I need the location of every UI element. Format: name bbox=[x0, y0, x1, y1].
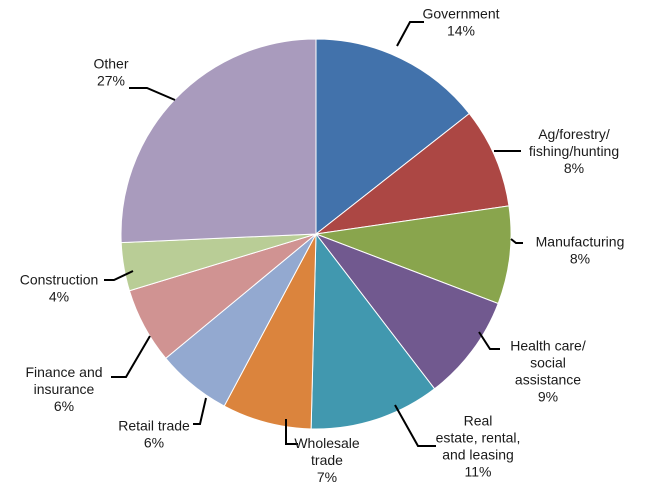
slice-value-label: 8% bbox=[564, 160, 584, 176]
pie-slice-9 bbox=[120, 38, 317, 244]
leader-line-2 bbox=[510, 238, 523, 244]
leader-line-0 bbox=[396, 21, 424, 47]
slice-label-6: Retail trade 6% bbox=[118, 418, 190, 451]
slice-value-label: 27% bbox=[97, 73, 125, 89]
slice-label-4: Real estate, rental, and leasing 11% bbox=[436, 413, 521, 480]
slice-category-label: fishing/hunting bbox=[529, 143, 619, 159]
slice-label-7: Finance and insurance 6% bbox=[25, 364, 102, 414]
slice-value-label: 4% bbox=[49, 289, 69, 305]
slice-label-8: Construction 4% bbox=[20, 272, 99, 305]
slice-value-label: 14% bbox=[447, 23, 475, 39]
slice-category-label: estate, rental, bbox=[436, 430, 521, 446]
slice-category-label: Health care/ bbox=[510, 338, 586, 354]
leader-lines bbox=[104, 21, 523, 447]
slice-label-9: Other 27% bbox=[93, 56, 128, 89]
slice-label-5: Wholesale trade 7% bbox=[294, 435, 360, 485]
pie-slice-2 bbox=[314, 205, 512, 305]
slice-category-label: Other bbox=[93, 56, 128, 72]
slice-value-label: 11% bbox=[465, 464, 492, 480]
leader-line-4 bbox=[394, 404, 436, 447]
slice-category-label: social bbox=[530, 355, 566, 371]
pie-slice-0 bbox=[315, 38, 471, 236]
slice-value-label: 9% bbox=[538, 389, 558, 405]
slice-category-label: assistance bbox=[515, 372, 581, 388]
slice-label-3: Health care/social assistance 9% bbox=[510, 338, 586, 405]
leader-line-7 bbox=[111, 335, 151, 378]
slice-label-1: Ag/forestry/fishing/hunting 8% bbox=[529, 126, 619, 176]
pie-slice-4 bbox=[310, 232, 436, 430]
slice-category-label: Government bbox=[422, 6, 499, 22]
slice-category-label: insurance bbox=[34, 381, 95, 397]
slice-category-label: trade bbox=[311, 452, 343, 468]
slice-value-label: 8% bbox=[570, 251, 590, 267]
leader-line-6 bbox=[193, 397, 207, 425]
pie-slices bbox=[120, 38, 512, 430]
pie-slice-3 bbox=[314, 232, 499, 390]
slice-category-label: Finance and bbox=[25, 364, 102, 380]
slice-category-label: Ag/forestry/ bbox=[538, 126, 610, 142]
slice-category-label: Wholesale bbox=[294, 435, 360, 451]
leader-line-8 bbox=[104, 270, 134, 281]
slice-category-label: Real bbox=[464, 413, 493, 429]
leader-line-5 bbox=[285, 419, 298, 445]
slice-labels: Government 14% Ag/forestry/fishing/hunting… bbox=[20, 6, 625, 486]
pie-slice-1 bbox=[314, 112, 510, 235]
slice-category-label: Retail trade bbox=[118, 418, 190, 434]
slice-label-0: Government 14% bbox=[422, 6, 499, 39]
slice-category-label: and leasing bbox=[442, 447, 514, 463]
slice-label-2: Manufacturing 8% bbox=[536, 234, 625, 267]
leader-line-3 bbox=[478, 331, 500, 350]
slice-value-label: 7% bbox=[317, 469, 337, 485]
leader-line-9 bbox=[129, 87, 176, 101]
slice-category-label: Construction bbox=[20, 272, 99, 288]
slice-category-label: Manufacturing bbox=[536, 234, 625, 250]
slice-value-label: 6% bbox=[54, 398, 74, 414]
slice-value-label: 6% bbox=[144, 435, 164, 451]
